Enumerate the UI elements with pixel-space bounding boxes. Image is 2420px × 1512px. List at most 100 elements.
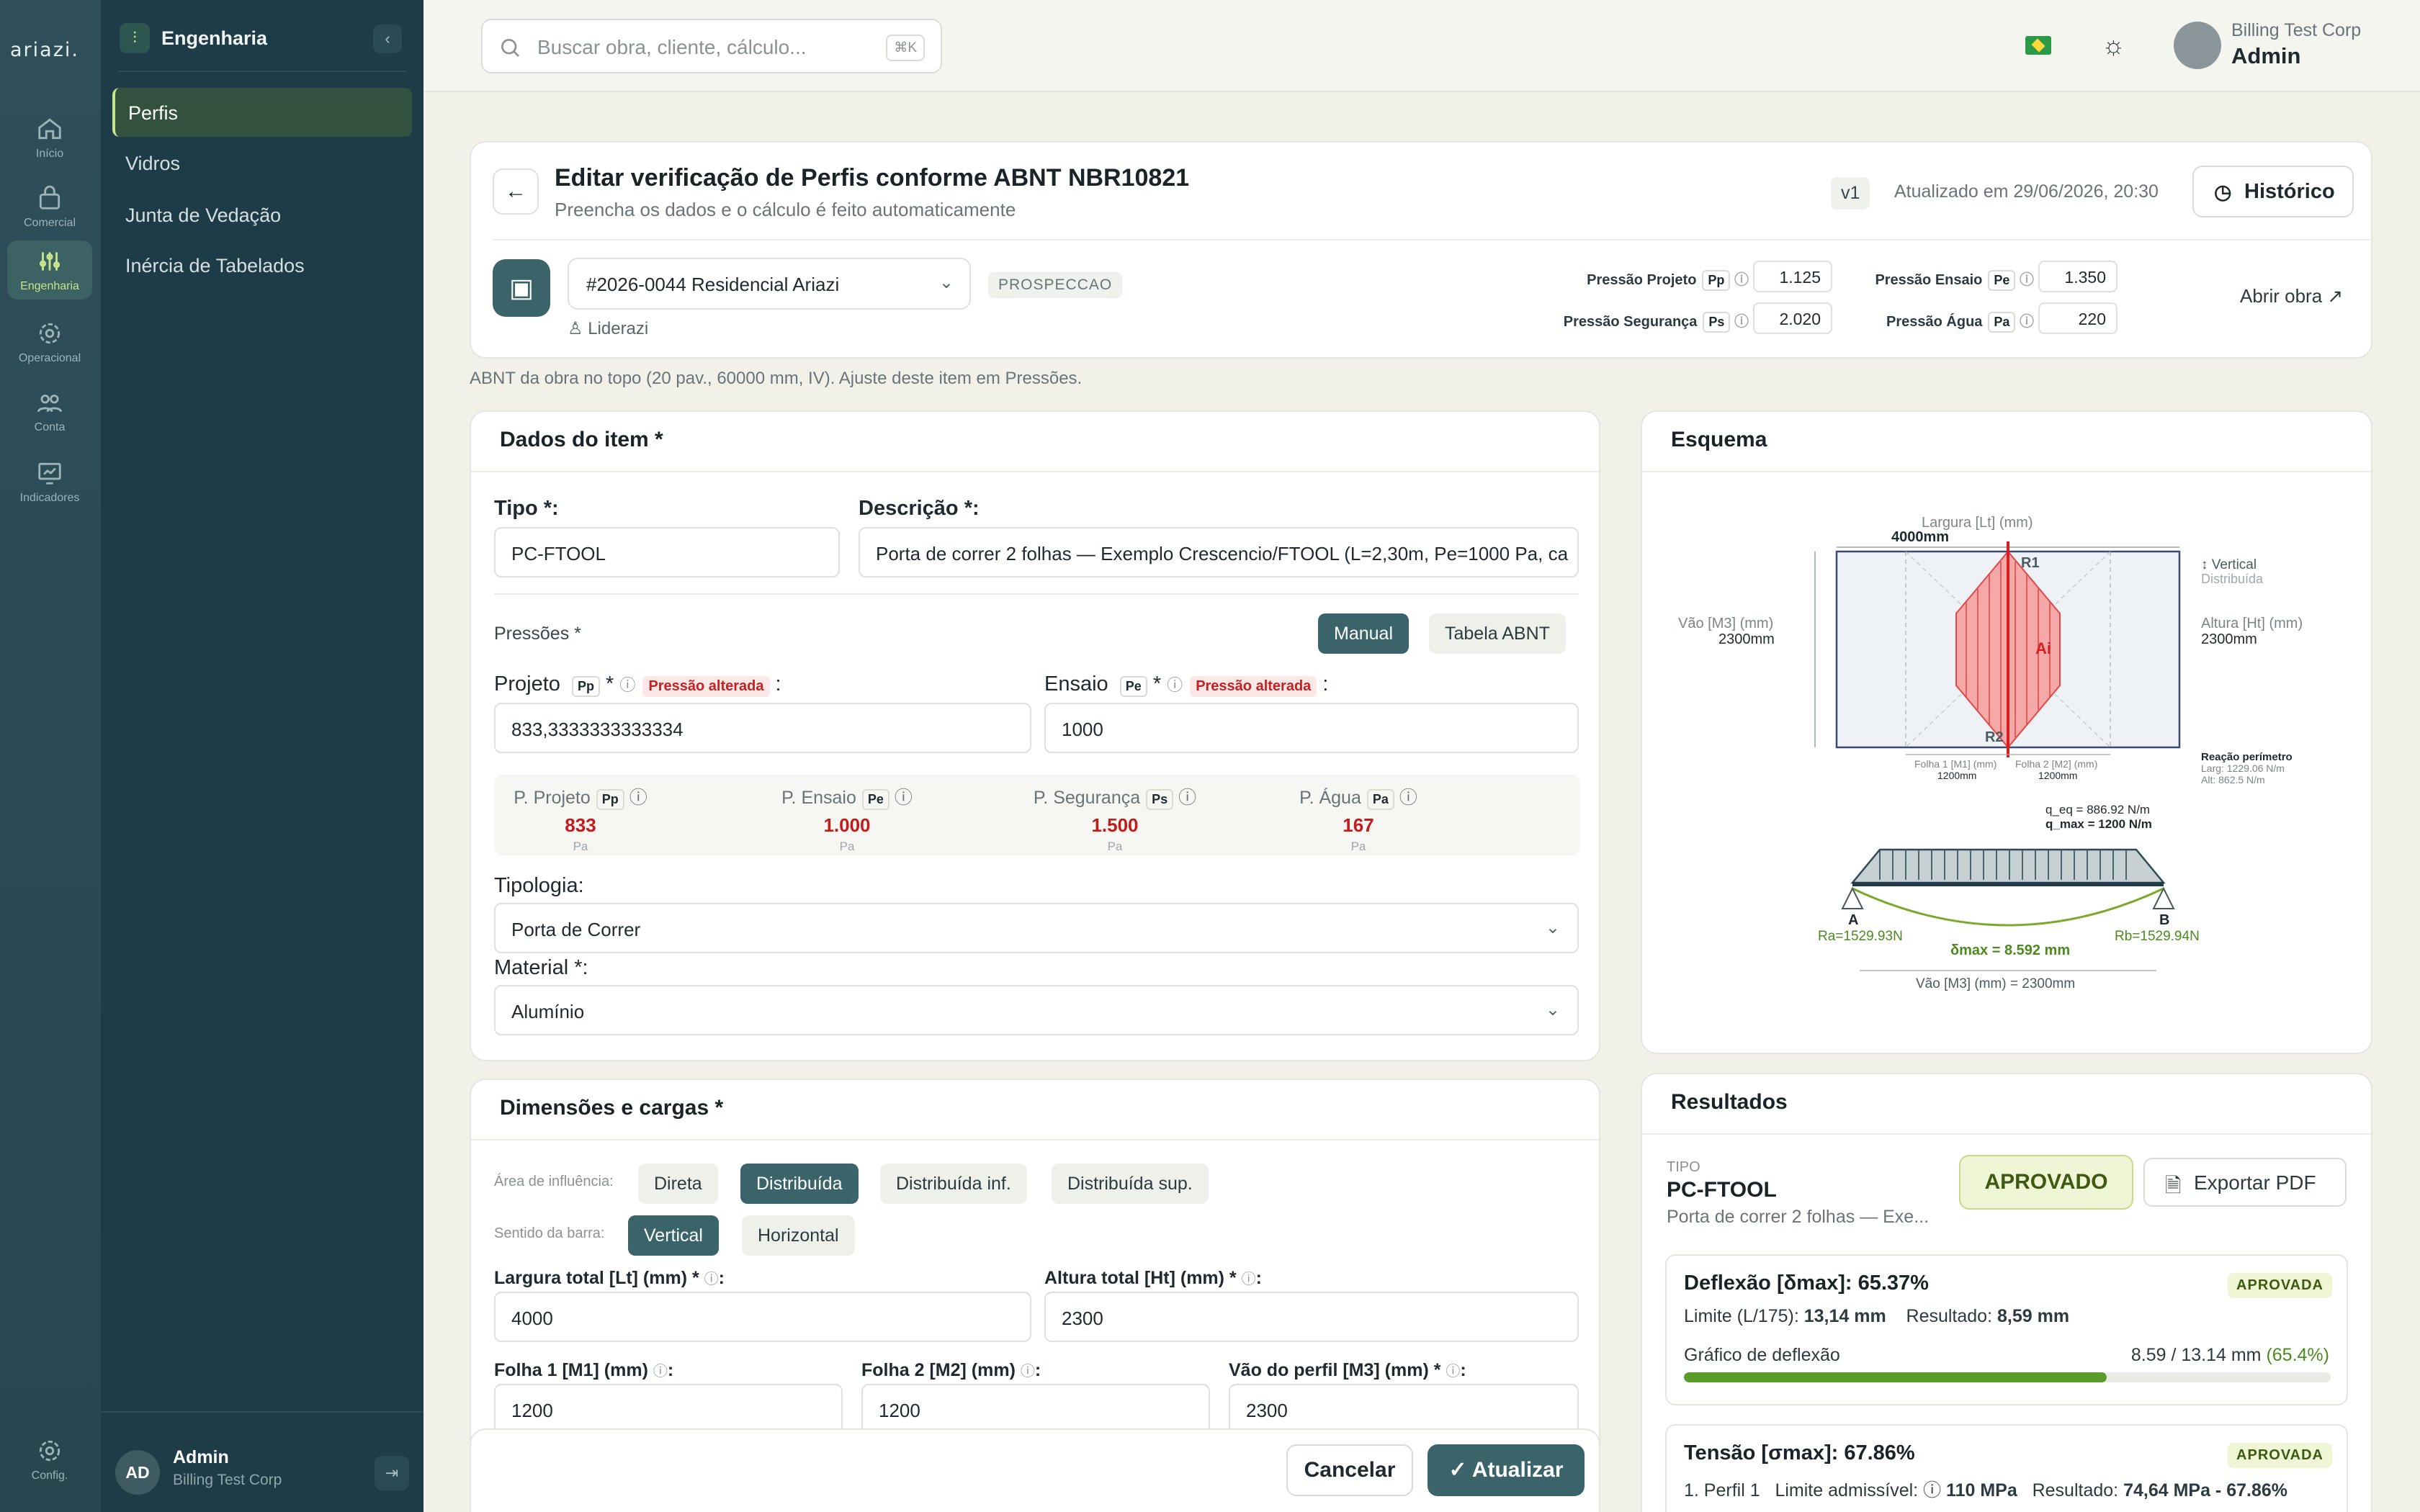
tipo-input[interactable]: PC-FTOOL (494, 527, 840, 577)
pressure-ensaio-label: Pressão Ensaio Pe ⓘ (1667, 268, 2034, 291)
sentido-vertical-button[interactable]: Vertical (628, 1215, 719, 1256)
schema-folha2-value: 1200mm (2038, 770, 2077, 781)
schema-altura-label: Altura [Ht] (mm) (2201, 616, 2303, 631)
pressure-seguranca-value: 2.020 (1753, 302, 1832, 334)
pressure-ensaio-value: 1.350 (2038, 261, 2118, 292)
chevron-down-icon: ⌄ (1545, 918, 1560, 937)
area-direta-button[interactable]: Direta (638, 1164, 718, 1204)
rail-item-operacional[interactable]: Operacional (7, 312, 92, 372)
descricao-label: Descrição *: (859, 497, 980, 520)
results-title: Resultados (1671, 1090, 1788, 1114)
rail-item-config[interactable]: Config. (7, 1430, 92, 1489)
update-button[interactable]: ✓ Atualizar (1428, 1444, 1585, 1496)
ensaio-label: Ensaio Pe * ⓘ Pressão alterada : (1044, 672, 1329, 697)
descricao-input[interactable]: Porta de correr 2 folhas — Exemplo Cresc… (859, 527, 1579, 577)
deflexao-result: Deflexão [δmax]: 65.37% APROVADA Limite … (1665, 1254, 2348, 1405)
support-a (1841, 886, 1864, 909)
largura-label: Largura total [Lt] (mm) * ⓘ: (494, 1268, 725, 1288)
mode-tabela-button[interactable]: Tabela ABNT (1429, 613, 1566, 654)
obra-select[interactable]: #2026-0044 Residencial Ariazi ⌄ (568, 258, 971, 310)
rail-item-comercial[interactable]: Comercial (7, 177, 92, 236)
rail-item-engenharia[interactable]: Engenharia (7, 240, 92, 300)
divider (471, 1139, 1599, 1140)
sidebar-item-junta[interactable]: Junta de Vedação (125, 204, 282, 226)
r2-label: R2 (1985, 729, 2004, 745)
material-select[interactable]: Alumínio ⌄ (494, 985, 1579, 1035)
folha2-label: Folha 2 [M2] (mm) ⓘ: (861, 1360, 1041, 1380)
sidebar-item-perfis[interactable]: Perfis (112, 88, 412, 137)
reacao-alt: Alt: 862.5 N/m (2201, 774, 2265, 786)
info-icon: ⓘ (1178, 788, 1197, 808)
cancel-button[interactable]: Cancelar (1286, 1444, 1413, 1496)
approved-badge: APROVADA (2228, 1443, 2332, 1468)
schema-folha2-label: Folha 2 [M2] (mm) (2015, 758, 2097, 770)
info-icon: ⓘ (1167, 676, 1183, 694)
info-icon: ⓘ (2020, 272, 2034, 288)
pressure-card-agua: P. Água Pa ⓘ 167 Pa (1299, 788, 1417, 853)
info-icon: ⓘ (704, 1272, 719, 1287)
logout-button[interactable]: ⇥ (375, 1456, 409, 1490)
brand-logo: ariazi. (10, 39, 79, 61)
tipologia-select[interactable]: Porta de Correr ⌄ (494, 903, 1579, 953)
mode-manual-button[interactable]: Manual (1318, 613, 1409, 654)
sentido-horizontal-button[interactable]: Horizontal (742, 1215, 855, 1256)
search-shortcut: ⌘K (886, 35, 925, 61)
schema-vertical: ↕ Vertical (2201, 557, 2257, 572)
history-button[interactable]: ◷ Histórico (2192, 166, 2354, 217)
settings-icon (39, 1440, 60, 1462)
pressure-seguranca-label: Pressão Segurança Ps ⓘ (1380, 310, 1749, 333)
area-distribuida-inf-button[interactable]: Distribuída inf. (880, 1164, 1027, 1204)
sidebar: ⫶ Engenharia ‹ Perfis Vidros Junta de Ve… (101, 0, 424, 1512)
dmax-label: δmax = 8.592 mm (1950, 942, 2070, 958)
folha1-input[interactable]: 1200 (494, 1384, 843, 1434)
sidebar-item-vidros[interactable]: Vidros (125, 153, 181, 174)
rail-item-indicadores[interactable]: Indicadores (7, 452, 92, 511)
theme-toggle-sun-icon[interactable]: ☼ (2102, 30, 2125, 60)
divider (494, 593, 1579, 595)
support-b (2152, 886, 2175, 909)
divider (1642, 471, 2371, 472)
r1-label: R1 (2021, 555, 2040, 571)
logout-icon: ⇥ (385, 1464, 399, 1482)
bag-icon (39, 185, 60, 210)
largura-input[interactable]: 4000 (494, 1292, 1031, 1342)
schema-card: Esquema Largura [Lt] (mm) 4000mm R1 R2 A… (1641, 410, 2372, 1054)
area-label: Área de influência: (494, 1174, 614, 1189)
search-input[interactable]: Buscar obra, cliente, cálculo... ⌘K (481, 19, 942, 73)
pressoes-label: Pressões * (494, 624, 581, 644)
rail-item-inicio[interactable]: Início (7, 108, 92, 167)
folha2-input[interactable]: 1200 (861, 1384, 1210, 1434)
area-distribuida-button[interactable]: Distribuída (740, 1164, 859, 1204)
vao-label: Vão do perfil [M3] (mm) * ⓘ: (1229, 1360, 1466, 1380)
area-distribuida-sup-button[interactable]: Distribuída sup. (1052, 1164, 1209, 1204)
tipo-label: Tipo *: (494, 497, 559, 520)
rail-item-conta[interactable]: Conta (7, 382, 92, 441)
briefcase-icon: ▣ (493, 259, 550, 317)
info-icon: ⓘ (653, 1364, 668, 1380)
profile-user: Admin (2231, 43, 2301, 68)
info-icon: ⓘ (1241, 1272, 1256, 1287)
collapse-sidebar-button[interactable]: ‹ (373, 24, 402, 53)
item-card: Dados do item * Tipo *: PC-FTOOL Descriç… (470, 410, 1600, 1061)
vao-input[interactable]: 2300 (1229, 1384, 1579, 1434)
deflection-curve (1852, 887, 2164, 927)
chevron-left-icon: ‹ (385, 30, 390, 48)
search-placeholder: Buscar obra, cliente, cálculo... (537, 36, 807, 58)
projeto-input[interactable]: 833,3333333333334 (494, 703, 1031, 753)
gear-icon (39, 323, 60, 344)
ensaio-input[interactable]: 1000 (1044, 703, 1579, 753)
brazil-flag-icon[interactable] (2025, 36, 2051, 55)
reacao-larg: Larg: 1229.06 N/m (2201, 762, 2285, 774)
back-button[interactable]: ← (493, 168, 539, 215)
support-b-label: B (2159, 912, 2169, 928)
profile-company: Billing Test Corp (2231, 20, 2362, 40)
altura-input[interactable]: 2300 (1044, 1292, 1579, 1342)
info-icon: ⓘ (1446, 1364, 1461, 1380)
sidebar-item-inercia[interactable]: Inércia de Tabelados (125, 255, 305, 276)
sidebar-title: Engenharia (161, 27, 268, 49)
material-label: Material *: (494, 956, 588, 979)
open-obra-link[interactable]: Abrir obra ↗ (2240, 285, 2344, 307)
export-pdf-button[interactable]: 🗎 Exportar PDF (2143, 1158, 2347, 1207)
vao-bottom-label: Vão [M3] (mm) = 2300mm (1916, 976, 2075, 991)
divider (118, 71, 406, 72)
